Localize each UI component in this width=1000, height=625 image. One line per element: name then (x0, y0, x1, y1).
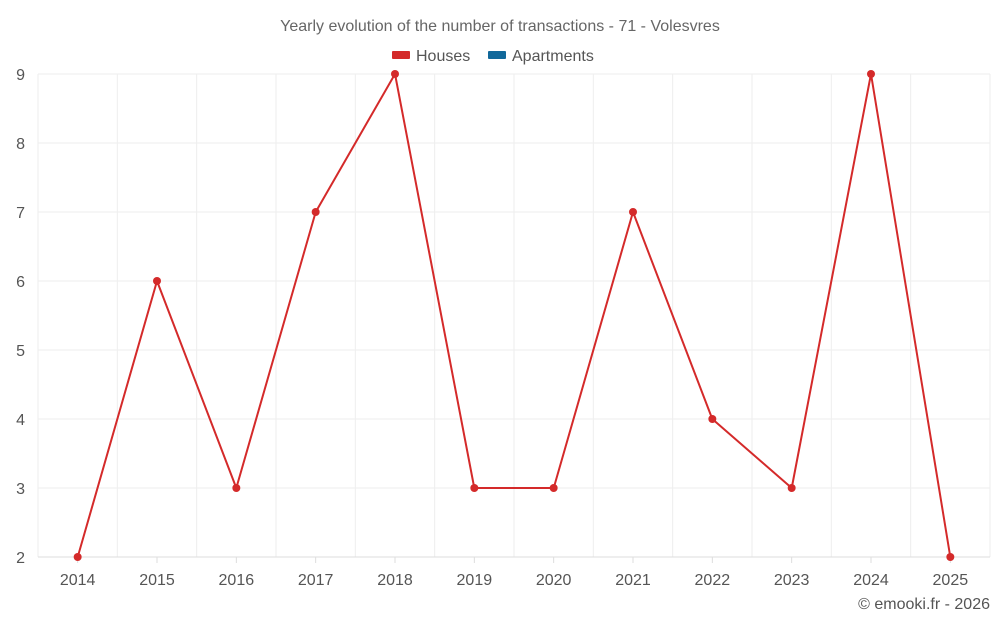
x-tick-label: 2014 (60, 572, 96, 589)
data-point-houses-2021[interactable] (629, 208, 637, 216)
legend-label-houses: Houses (416, 48, 470, 65)
x-tick-label: 2015 (139, 572, 175, 589)
x-tick-label: 2025 (933, 572, 969, 589)
data-point-houses-2023[interactable] (787, 484, 796, 492)
x-tick-label: 2024 (853, 572, 889, 589)
x-tick-label: 2018 (377, 572, 413, 589)
chart-title: Yearly evolution of the number of transa… (280, 18, 720, 35)
data-point-houses-2024[interactable] (867, 70, 875, 78)
data-point-houses-2016[interactable] (232, 484, 241, 492)
x-tick-label: 2021 (615, 572, 651, 589)
x-tick-label: 2019 (457, 572, 493, 589)
data-point-houses-2017[interactable] (311, 208, 320, 216)
legend-swatch-apartments (488, 51, 506, 59)
x-tick-label: 2023 (774, 572, 810, 589)
grid (37, 73, 991, 557)
data-point-houses-2019[interactable] (470, 484, 479, 492)
x-tick-label: 2020 (536, 572, 572, 589)
data-point-houses-2014[interactable] (73, 553, 82, 561)
credit-text: © emooki.fr - 2026 (858, 596, 990, 613)
x-tick-label: 2016 (219, 572, 255, 589)
data-point-houses-2025[interactable] (946, 553, 955, 561)
legend-item-houses[interactable]: Houses (392, 48, 470, 65)
legend-swatch-houses (392, 51, 410, 59)
y-axis: 2 3 4 5 6 7 8 9 (16, 67, 25, 567)
data-point-houses-2018[interactable] (391, 70, 399, 78)
data-point-houses-2020[interactable] (549, 484, 558, 492)
data-point-houses-2015[interactable] (153, 277, 161, 285)
y-tick-label: 5 (16, 343, 25, 360)
x-tick-label: 2022 (695, 572, 731, 589)
y-tick-label: 6 (16, 274, 25, 291)
x-axis: 2014 2015 2016 2017 2018 2019 2020 2021 2022 2023… (38, 556, 990, 589)
legend-label-apartments: Apartments (512, 48, 594, 65)
legend: Houses Apartments (392, 48, 594, 65)
legend-item-apartments[interactable]: Apartments (488, 48, 594, 65)
y-tick-label: 2 (16, 550, 25, 567)
y-tick-label: 9 (16, 67, 25, 84)
y-tick-label: 8 (16, 136, 25, 153)
series-line-houses (76, 73, 952, 558)
y-tick-label: 7 (16, 205, 25, 222)
y-tick-label: 4 (16, 412, 25, 429)
series-houses (73, 70, 955, 561)
x-tick-label: 2017 (298, 572, 334, 589)
y-tick-label: 3 (16, 481, 25, 498)
data-point-houses-2022[interactable] (708, 415, 717, 423)
